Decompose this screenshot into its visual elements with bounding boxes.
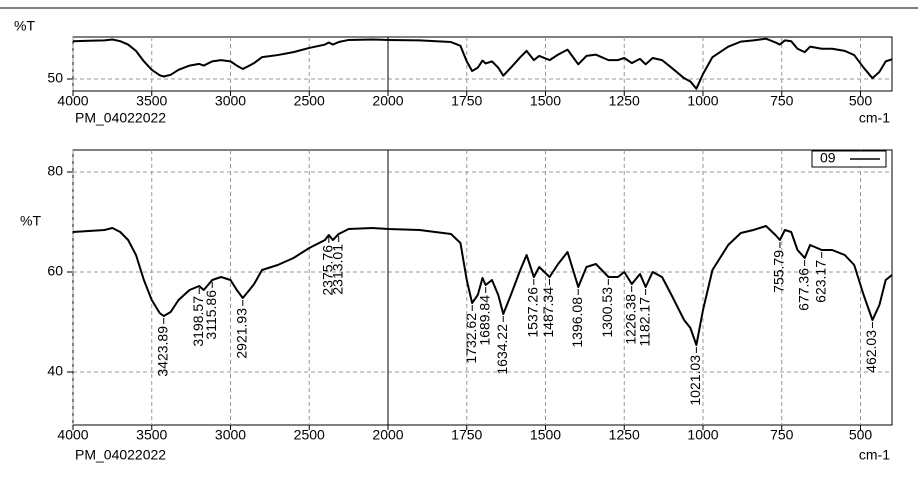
peak-label: 1732.62 [463, 313, 479, 364]
spectrum-line [72, 225, 893, 346]
x-tick-label: 4000 [57, 427, 88, 443]
x-tick-label: 1250 [609, 93, 640, 109]
plot-frame [72, 36, 893, 92]
x-tick-label: 2500 [294, 427, 325, 443]
x-tick-label: 3000 [215, 93, 246, 109]
peak-label: 3115.86 [203, 290, 219, 340]
sample-note: PM_04022022 [75, 447, 166, 463]
peak-label: 2313.01 [329, 244, 345, 295]
x-tick-label: 500 [849, 427, 873, 443]
x-tick-label: 3000 [215, 427, 246, 443]
peak-label: 3423.89 [154, 326, 170, 377]
peak-label: 1487.34 [540, 287, 556, 338]
y-tick-label: 40 [47, 363, 63, 379]
y-tick-label: 80 [47, 163, 63, 179]
y-tick-label: 60 [47, 263, 63, 279]
x-tick-label: 4000 [57, 93, 88, 109]
x-tick-label: 750 [770, 427, 794, 443]
x-axis-label: cm-1 [859, 447, 890, 463]
x-tick-label: 2500 [294, 93, 325, 109]
x-tick-label: 1750 [451, 93, 482, 109]
x-tick-label: 1000 [687, 93, 718, 109]
peak-label: 3198.57 [190, 296, 206, 347]
peak-label: 2375.76 [320, 245, 336, 296]
spectrum-line [72, 37, 893, 90]
x-tick-label: 3500 [136, 93, 167, 109]
x-tick-label: 1000 [687, 427, 718, 443]
peak-label: 1226.38 [622, 294, 638, 345]
x-tick-label: 3500 [136, 427, 167, 443]
legend-box [811, 150, 887, 168]
x-tick-label: 500 [849, 93, 873, 109]
y-tick-label: 50 [47, 70, 63, 86]
x-tick-label: 2000 [372, 93, 403, 109]
x-tick-label: 1500 [530, 427, 561, 443]
peak-label: 1537.26 [524, 287, 540, 338]
y-axis-label: %T [20, 213, 41, 229]
x-tick-label: 750 [770, 93, 794, 109]
peak-label: 677.36 [795, 268, 811, 311]
sample-note: PM_04022022 [75, 110, 166, 126]
peak-label: 1021.03 [687, 355, 703, 406]
y-axis-label: %T [14, 18, 35, 34]
x-tick-label: 1500 [530, 93, 561, 109]
peak-label: 462.03 [863, 330, 879, 373]
peak-label: 1300.53 [599, 287, 615, 338]
peak-label: 1396.08 [569, 297, 585, 348]
x-tick-label: 1750 [451, 427, 482, 443]
x-tick-label: 2000 [372, 427, 403, 443]
peak-label: 2921.93 [233, 308, 249, 359]
x-axis-label: cm-1 [859, 110, 890, 126]
legend-label: 09 [820, 150, 836, 166]
x-tick-label: 1250 [609, 427, 640, 443]
peak-label: 755.79 [771, 250, 787, 293]
peak-label: 623.17 [812, 260, 828, 303]
peak-label: 1689.84 [476, 295, 492, 346]
peak-label: 1634.22 [494, 324, 510, 375]
plot-frame [72, 149, 893, 426]
peak-label: 1182.17 [636, 297, 652, 347]
